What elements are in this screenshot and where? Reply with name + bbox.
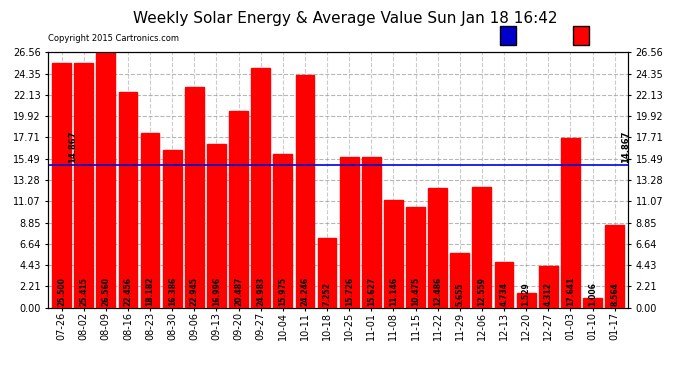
Bar [207,144,226,308]
Bar [605,225,624,308]
Bar [339,156,359,308]
Bar [451,253,469,308]
Bar [384,201,403,308]
Text: 15.627: 15.627 [367,277,376,306]
Bar [273,154,292,308]
Text: 5.655: 5.655 [455,282,464,306]
Bar [185,87,204,308]
Text: 7.252: 7.252 [322,282,331,306]
Bar [406,207,425,308]
Text: 18.182: 18.182 [146,277,155,306]
Text: 22.456: 22.456 [124,277,132,306]
Text: 26.560: 26.560 [101,277,110,306]
Text: 4.312: 4.312 [544,282,553,306]
Text: 1.006: 1.006 [588,282,597,306]
Bar [561,138,580,308]
Text: 14.867: 14.867 [68,130,77,163]
Text: 14.867: 14.867 [621,130,630,163]
Bar [473,187,491,308]
Text: 25.415: 25.415 [79,277,88,306]
Bar [97,53,115,308]
Text: 16.386: 16.386 [168,277,177,306]
Text: 15.975: 15.975 [278,277,287,306]
Text: Weekly Solar Energy & Average Value Sun Jan 18 16:42: Weekly Solar Energy & Average Value Sun … [132,11,558,26]
Bar [295,75,315,308]
Bar [141,133,159,308]
Text: 4.734: 4.734 [500,282,509,306]
Bar [119,92,137,308]
Text: 16.996: 16.996 [212,277,221,306]
Bar [428,188,447,308]
FancyBboxPatch shape [573,26,589,45]
Bar [163,150,181,308]
Text: Daily  ($): Daily ($) [593,31,632,40]
Text: Average ($): Average ($) [519,31,568,40]
Text: 17.641: 17.641 [566,277,575,306]
Text: 1.529: 1.529 [522,282,531,306]
Text: 12.559: 12.559 [477,277,486,306]
Bar [317,238,337,308]
Text: Copyright 2015 Cartronics.com: Copyright 2015 Cartronics.com [48,34,179,43]
Text: 8.564: 8.564 [610,282,619,306]
FancyBboxPatch shape [500,26,516,45]
Text: 24.246: 24.246 [300,277,309,306]
Text: 22.945: 22.945 [190,277,199,306]
Bar [539,266,558,308]
Bar [362,158,381,308]
Bar [251,68,270,308]
Bar [229,111,248,308]
Bar [495,262,513,308]
Text: 10.475: 10.475 [411,277,420,306]
Text: 20.487: 20.487 [234,277,243,306]
Bar [52,63,71,308]
Text: 15.726: 15.726 [345,277,354,306]
Bar [75,63,93,308]
Bar [517,293,535,308]
Text: 11.146: 11.146 [389,277,398,306]
Text: 25.500: 25.500 [57,277,66,306]
Bar [583,298,602,307]
Text: 12.486: 12.486 [433,277,442,306]
Text: 24.983: 24.983 [256,277,265,306]
